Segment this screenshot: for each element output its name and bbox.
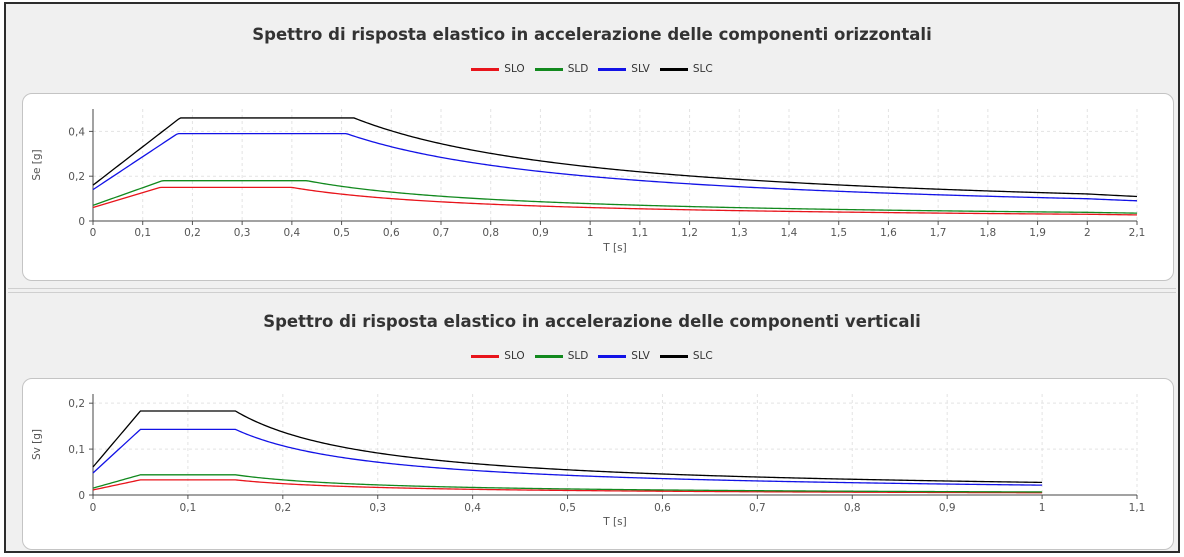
x-tick-label: 1,2 <box>681 227 698 239</box>
x-tick-label: 0,1 <box>134 227 151 239</box>
chart-panel-vertical: Spettro di risposta elastico in accelera… <box>8 292 1176 551</box>
x-tick-label: 1 <box>1039 502 1046 514</box>
chart-svg-vertical: 0 0,1 0,2 0,3 0,4 0,5 0,6 0,7 0,8 0,9 1 1,1 0 0,1 0,2 T… <box>31 394 1146 528</box>
legend-swatch <box>534 67 563 71</box>
legend-item-sld[interactable]: SLD <box>534 63 589 75</box>
x-tick-label: 0,7 <box>749 502 766 514</box>
y-axis-title: Sv [g] <box>31 429 43 460</box>
x-tick-label: 1,6 <box>880 227 897 239</box>
series-line-slo <box>92 186 1138 216</box>
x-tick-label: 0,3 <box>369 502 386 514</box>
chart-legend: SLO SLD SLV SLC <box>8 63 1176 75</box>
chart-frame-horizontal: 0 0,1 0,2 0,3 0,4 0,5 0,6 0,7 0,8 0,9 1 1,1 1,2 1,3 1,… <box>22 93 1174 281</box>
series-line-slc <box>92 117 1138 198</box>
x-tick-label: 0,9 <box>532 227 549 239</box>
chart-title: Spettro di risposta elastico in accelera… <box>263 312 921 331</box>
x-tick-label: 0,2 <box>274 502 291 514</box>
legend-label: SLV <box>631 63 650 75</box>
legend-swatch <box>659 354 688 358</box>
x-tick-label: 2 <box>1084 227 1091 239</box>
legend-swatch <box>534 354 563 358</box>
legend-item-slo[interactable]: SLO <box>471 350 525 362</box>
legend-item-sld[interactable]: SLD <box>534 350 589 362</box>
legend-label: SLD <box>567 350 589 362</box>
chart-title: Spettro di risposta elastico in accelera… <box>252 25 932 44</box>
legend-label: SLO <box>504 350 525 362</box>
legend-swatch <box>659 67 688 71</box>
x-tick-label: 2,1 <box>1129 227 1146 239</box>
chart-svg-horizontal: 0 0,1 0,2 0,3 0,4 0,5 0,6 0,7 0,8 0,9 1 1,1 1,2 1,3 1,… <box>31 109 1146 254</box>
y-tick-label: 0 <box>78 490 85 502</box>
series-line-slv <box>92 428 1043 486</box>
x-tick-label: 0,9 <box>939 502 956 514</box>
x-tick-label: 0,6 <box>654 502 671 514</box>
x-axis-title: T [s] <box>602 516 626 528</box>
legend-label: SLO <box>504 63 525 75</box>
legend-swatch <box>598 354 627 358</box>
x-tick-label: 0,5 <box>333 227 350 239</box>
legend-swatch <box>471 67 500 71</box>
x-tick-label: 0,5 <box>559 502 576 514</box>
legend-item-slo[interactable]: SLO <box>471 63 525 75</box>
y-axis-title: Se [g] <box>31 149 43 180</box>
chart-frame-vertical: 0 0,1 0,2 0,3 0,4 0,5 0,6 0,7 0,8 0,9 1 1,1 0 0,1 0,2 T… <box>22 378 1174 550</box>
legend-item-slv[interactable]: SLV <box>598 63 650 75</box>
legend-label: SLC <box>692 63 713 75</box>
chart-legend: SLO SLD SLV SLC <box>8 350 1176 362</box>
legend-label: SLC <box>692 350 713 362</box>
y-tick-label: 0,2 <box>68 171 85 183</box>
series-line-slo <box>92 479 1043 494</box>
y-tick-label: 0,4 <box>68 126 85 138</box>
x-tick-label: 1,5 <box>830 227 847 239</box>
x-tick-label: 0,8 <box>482 227 499 239</box>
legend-item-slc[interactable]: SLC <box>659 63 713 75</box>
y-tick-label: 0 <box>78 216 85 228</box>
x-tick-label: 1,3 <box>731 227 748 239</box>
series-line-sld <box>92 474 1043 493</box>
x-tick-label: 0,6 <box>383 227 400 239</box>
x-tick-label: 0,3 <box>234 227 251 239</box>
x-axis-title: T [s] <box>602 242 626 254</box>
chart-panel-horizontal: Spettro di risposta elastico in accelera… <box>8 6 1176 289</box>
legend-label: SLV <box>631 350 650 362</box>
x-tick-label: 0,1 <box>180 502 197 514</box>
x-tick-label: 1,8 <box>980 227 997 239</box>
app-window: Spettro di risposta elastico in accelera… <box>4 2 1180 553</box>
x-tick-label: 1,4 <box>781 227 798 239</box>
x-tick-label: 1,7 <box>930 227 947 239</box>
x-tick-label: 1,1 <box>632 227 649 239</box>
series-line-sld <box>92 180 1138 214</box>
x-tick-label: 1,1 <box>1129 502 1146 514</box>
legend-item-slc[interactable]: SLC <box>659 350 713 362</box>
x-tick-label: 0,4 <box>284 227 301 239</box>
series-line-slv <box>92 132 1138 202</box>
legend-swatch <box>598 67 627 71</box>
x-tick-label: 0,2 <box>184 227 201 239</box>
x-tick-label: 1 <box>587 227 594 239</box>
x-tick-label: 0,7 <box>433 227 450 239</box>
y-tick-label: 0,1 <box>68 444 85 456</box>
x-tick-label: 0,4 <box>464 502 481 514</box>
x-tick-label: 0 <box>90 502 97 514</box>
legend-swatch <box>471 354 500 358</box>
legend-item-slv[interactable]: SLV <box>598 350 650 362</box>
y-tick-label: 0,2 <box>68 398 85 410</box>
x-tick-label: 1,9 <box>1029 227 1046 239</box>
x-tick-label: 0 <box>90 227 97 239</box>
legend-label: SLD <box>567 63 589 75</box>
series-line-slc <box>92 410 1043 484</box>
x-tick-label: 0,8 <box>844 502 861 514</box>
